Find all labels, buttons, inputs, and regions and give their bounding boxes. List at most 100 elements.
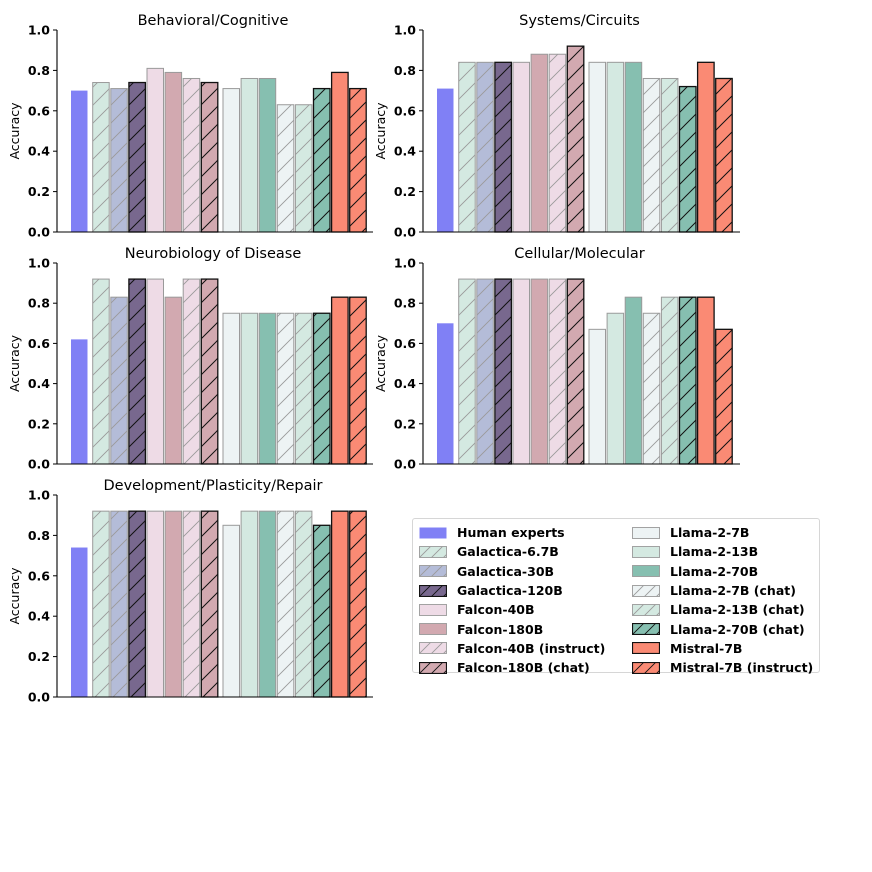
bar-hatch	[313, 313, 330, 464]
bar	[606, 312, 625, 465]
legend-item: Llama-2-7B	[632, 523, 813, 542]
legend-swatch	[632, 623, 660, 636]
legend-item: Llama-2-70B (chat)	[632, 619, 813, 638]
legend-item: Galactica-30B	[419, 562, 605, 581]
bar	[624, 296, 643, 465]
y-tick-label: 0.0	[28, 690, 50, 705]
legend-label: Llama-2-13B (chat)	[670, 602, 805, 618]
bar	[164, 510, 183, 698]
y-axis-label: Accuracy	[7, 567, 22, 625]
bar	[258, 312, 277, 465]
y-tick-label: 0.8	[394, 63, 416, 78]
y-tick-label: 0.4	[28, 609, 50, 624]
bar	[146, 67, 164, 233]
chart-title: Development/Plasticity/Repair	[103, 478, 322, 494]
legend-swatch	[419, 527, 447, 539]
legend-label: Llama-2-70B	[670, 563, 759, 579]
bar-hatch	[110, 88, 128, 232]
legend-label: Mistral-7B (instruct)	[670, 660, 814, 676]
bar-hatch	[679, 86, 696, 232]
bar-hatch	[458, 62, 476, 232]
y-tick-label: 0.2	[28, 184, 50, 199]
y-tick-label: 0.6	[28, 568, 50, 583]
chart-panel: Neurobiology of Disease Accuracy 0.0 0.2 0.4…	[7, 246, 373, 472]
bar	[330, 71, 349, 233]
legend-swatch	[419, 623, 447, 636]
bar-hatch	[494, 62, 512, 232]
y-tick-label: 0.2	[28, 416, 50, 431]
y-tick-label: 0.8	[28, 528, 50, 543]
y-tick-label: 0.6	[394, 103, 416, 118]
chart-panel: Development/Plasticity/Repair Accuracy 0.0…	[7, 478, 373, 705]
legend-label: Galactica-30B	[457, 563, 555, 579]
y-tick-label: 1.0	[394, 256, 416, 271]
y-tick-label: 0.2	[394, 184, 416, 199]
bar-hatch	[494, 279, 512, 464]
bar-hatch	[110, 297, 128, 464]
legend-item: Mistral-7B (instruct)	[632, 658, 813, 677]
bar-hatch	[295, 104, 312, 232]
bar-hatch	[476, 279, 494, 464]
bar-hatch	[715, 329, 733, 464]
bar	[258, 77, 277, 233]
bar	[222, 312, 240, 465]
y-tick-label: 0.8	[28, 63, 50, 78]
legend-label: Falcon-40B	[457, 602, 535, 618]
legend-swatch	[632, 642, 660, 655]
bar-hatch	[128, 279, 146, 464]
bar	[240, 77, 259, 233]
y-tick-label: 0.6	[394, 336, 416, 351]
bar	[258, 510, 277, 698]
bar-hatch	[92, 279, 110, 464]
y-tick-label: 0.2	[28, 649, 50, 664]
legend-label: Llama-2-7B	[670, 525, 750, 541]
y-tick-label: 1.0	[28, 23, 50, 38]
bar-hatch	[92, 82, 110, 233]
legend-label: Human experts	[457, 525, 565, 541]
chart-legend: Human experts Galactica-6.7B Galactica-30B…	[412, 518, 820, 675]
bar-hatch	[349, 297, 367, 464]
bar	[330, 296, 349, 465]
bar	[164, 296, 183, 465]
bar	[606, 61, 625, 233]
bar-hatch	[715, 78, 733, 232]
legend-swatch	[632, 545, 660, 558]
legend-label: Llama-2-13B	[670, 544, 759, 560]
legend-item: Falcon-180B	[419, 619, 605, 638]
bar	[530, 53, 549, 233]
y-axis-label: Accuracy	[373, 334, 388, 392]
y-tick-label: 1.0	[28, 488, 50, 503]
y-tick-label: 0.4	[394, 376, 416, 391]
bar-hatch	[110, 511, 128, 697]
legend-swatch	[632, 526, 660, 539]
legend-label: Galactica-120B	[457, 583, 563, 599]
bar-hatch	[643, 313, 660, 464]
legend-swatch	[419, 642, 447, 655]
legend-swatch	[419, 661, 447, 674]
bar-hatch	[549, 279, 566, 464]
bar-hatch	[313, 525, 330, 697]
y-tick-label: 0.2	[394, 416, 416, 431]
bar-hatch	[295, 511, 312, 697]
bar	[222, 88, 240, 233]
bar	[222, 524, 240, 698]
legend-item: Falcon-40B (instruct)	[419, 639, 605, 658]
legend-column-2: Llama-2-7B Llama-2-13B Llama-2-70B Llama-2-…	[632, 523, 813, 677]
y-tick-label: 0.8	[394, 296, 416, 311]
bar-hatch	[643, 78, 660, 232]
legend-swatch	[632, 565, 660, 578]
chart-panels: Behavioral/Cognitive Accuracy 0.0 0.2 0.4 0.6…	[7, 13, 740, 705]
legend-item: Mistral-7B	[632, 639, 813, 658]
bar-hatch	[349, 88, 367, 232]
legend-column-1: Human experts Galactica-6.7B Galactica-30B…	[419, 523, 605, 677]
legend-label: Falcon-180B	[457, 621, 544, 637]
bar-hatch	[295, 313, 312, 464]
bar-hatch	[679, 297, 696, 464]
legend-item: Galactica-6.7B	[419, 542, 605, 561]
bar-hatch	[549, 54, 566, 232]
legend-label: Falcon-180B (chat)	[457, 660, 590, 676]
legend-item: Llama-2-7B (chat)	[632, 581, 813, 600]
bar-hatch	[128, 511, 146, 697]
legend-item: Falcon-180B (chat)	[419, 658, 605, 677]
